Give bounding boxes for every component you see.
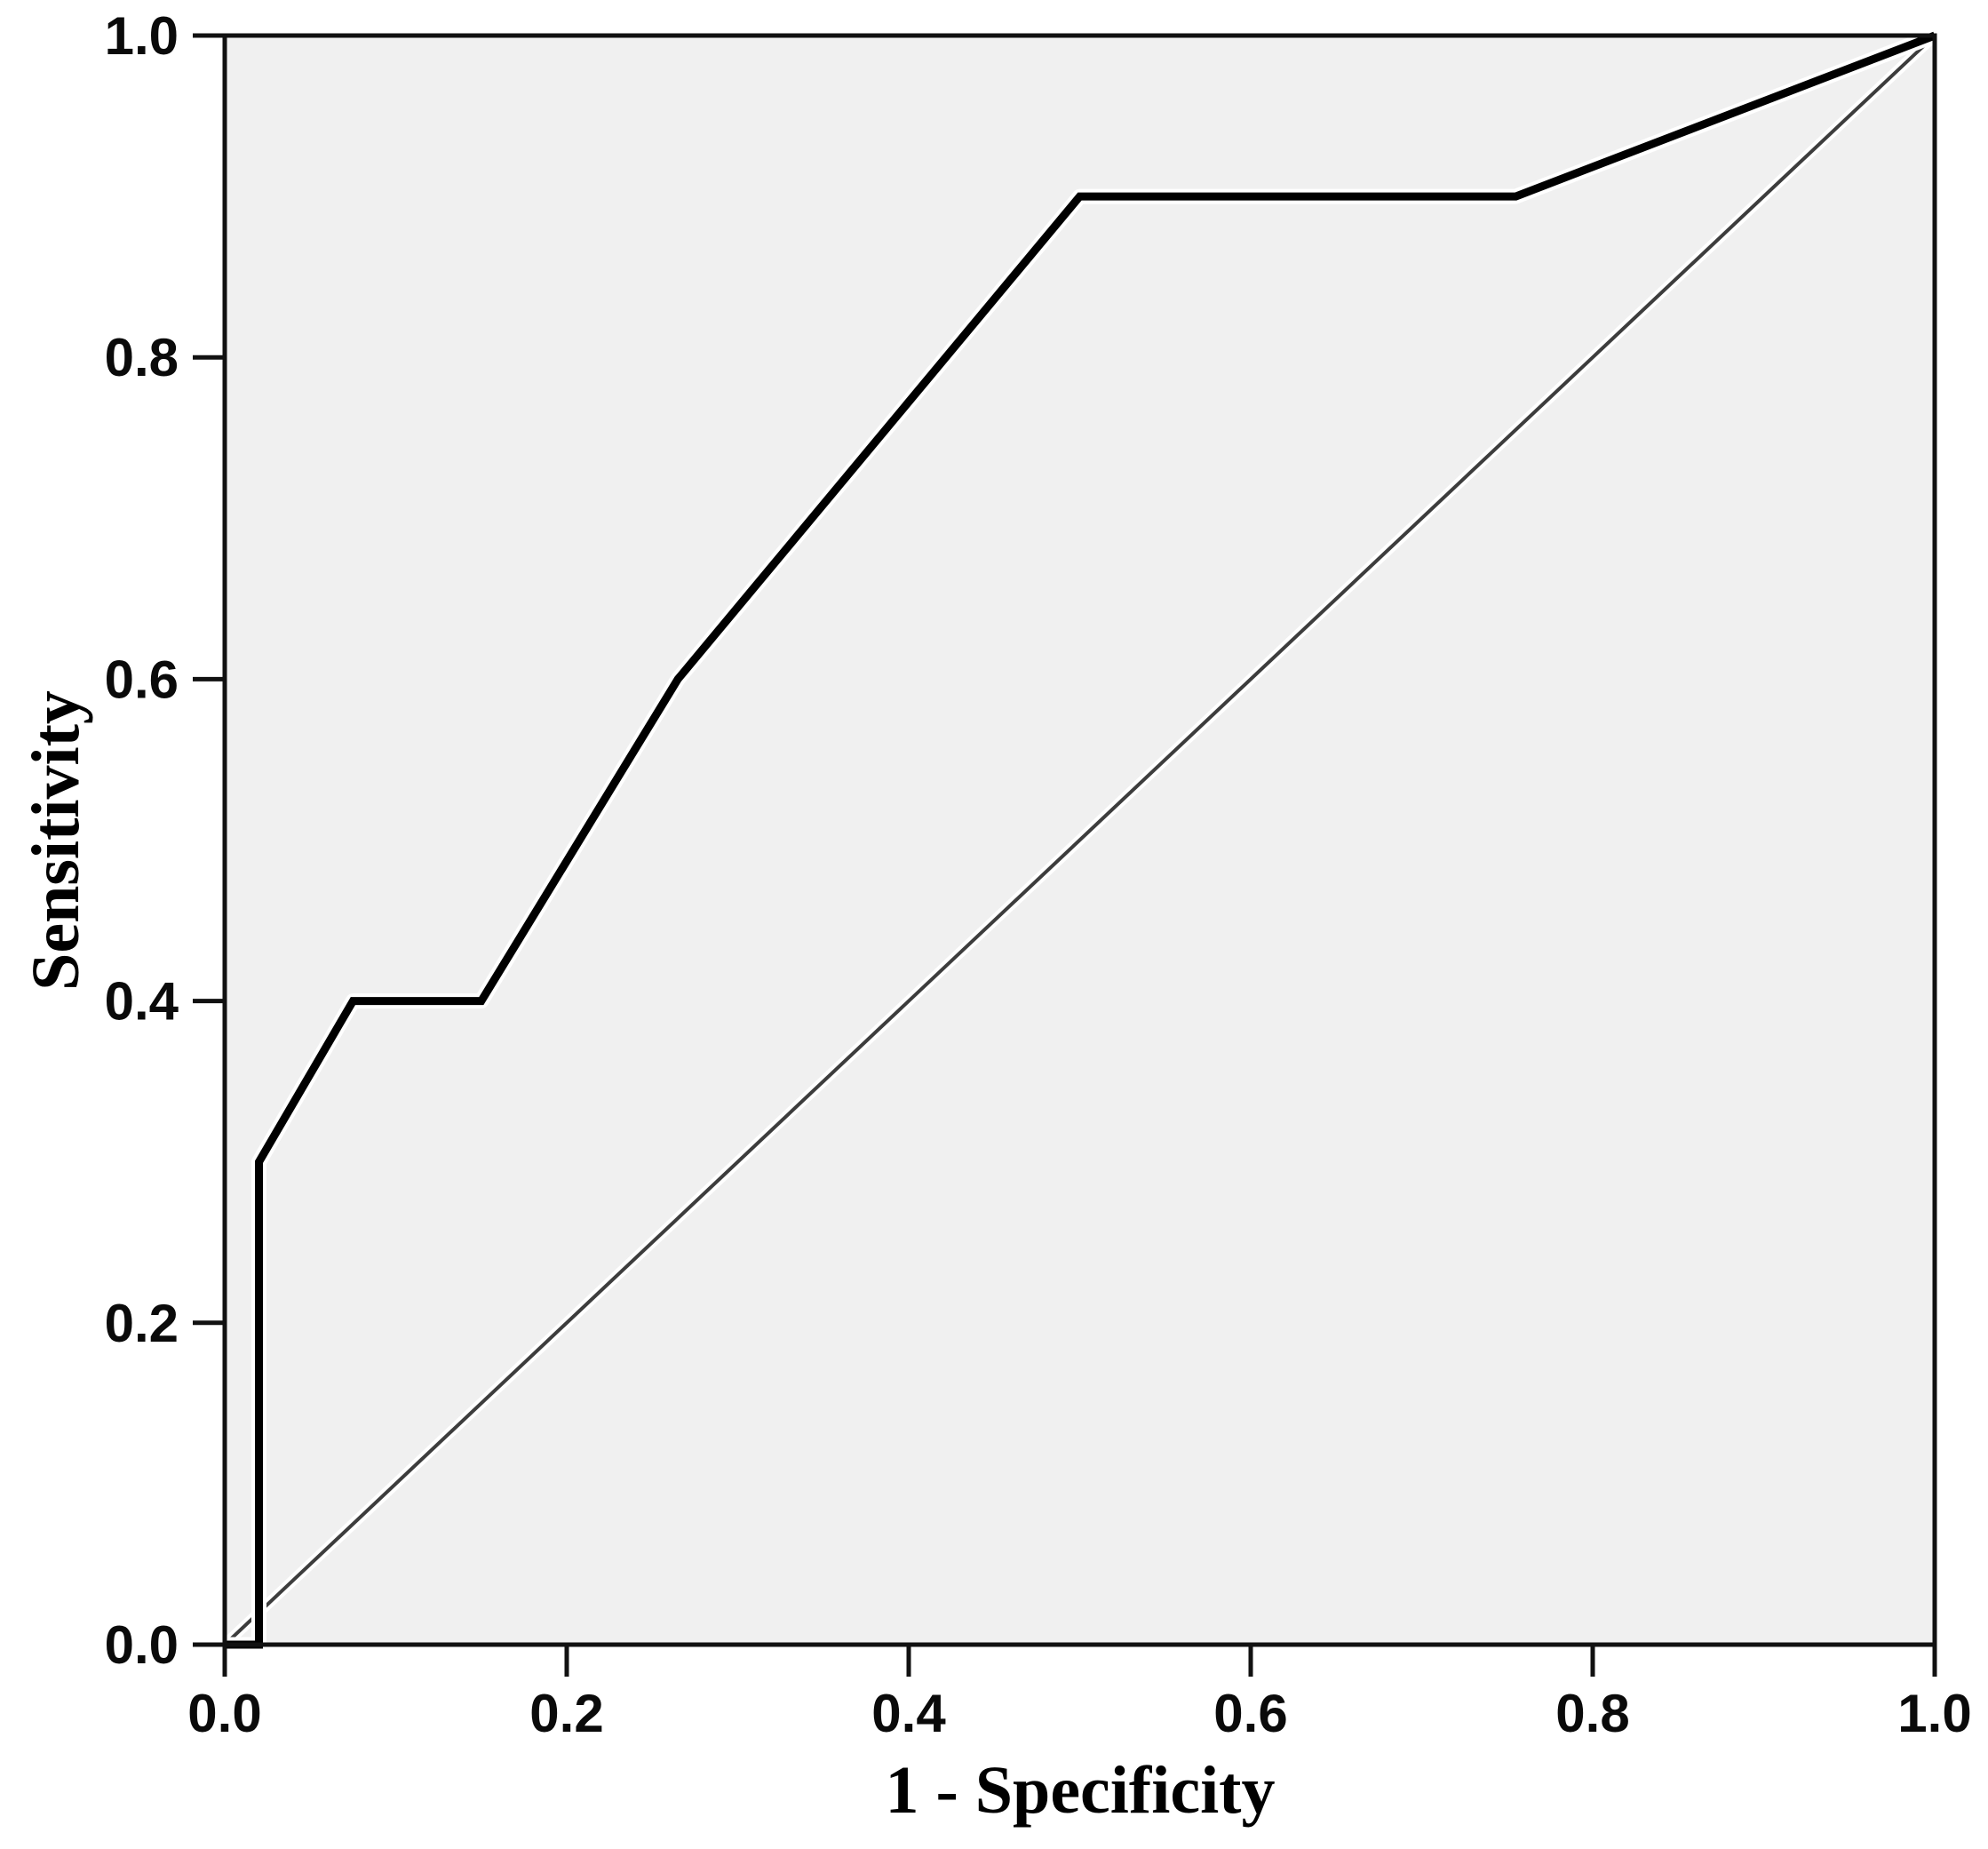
y-tick-label: 0.2 [105, 1294, 179, 1353]
series-layer [220, 28, 1939, 1653]
x-tick-label: 0.4 [871, 1684, 946, 1743]
roc-curve-line [225, 31, 1936, 1649]
x-axis-ticks [222, 1645, 1937, 1677]
y-tick-label: 0.0 [105, 1615, 179, 1675]
reference-diagonal-line [223, 34, 1936, 1646]
x-tick-label: 0.0 [187, 1684, 261, 1743]
y-axis-tick-labels: 0.0 0.2 0.4 0.6 0.8 1.0 [105, 6, 179, 1675]
x-tick-label: 0.2 [529, 1684, 603, 1743]
x-tick-label: 1.0 [1897, 1684, 1971, 1743]
y-axis-ticks [193, 33, 225, 1647]
y-tick-label: 0.4 [105, 972, 179, 1032]
plot-border [222, 33, 1937, 1647]
x-tick-label: 0.6 [1213, 1684, 1287, 1743]
y-tick-label: 0.8 [105, 328, 179, 387]
x-axis-tick-labels: 0.0 0.2 0.4 0.6 0.8 1.0 [187, 1684, 1971, 1743]
x-tick-label: 0.8 [1555, 1684, 1629, 1743]
y-tick-label: 0.6 [105, 650, 179, 709]
y-axis-title: Sensitivity [19, 690, 93, 991]
y-tick-label: 1.0 [105, 6, 179, 66]
x-axis-title: 1 - Specificity [885, 1753, 1275, 1828]
